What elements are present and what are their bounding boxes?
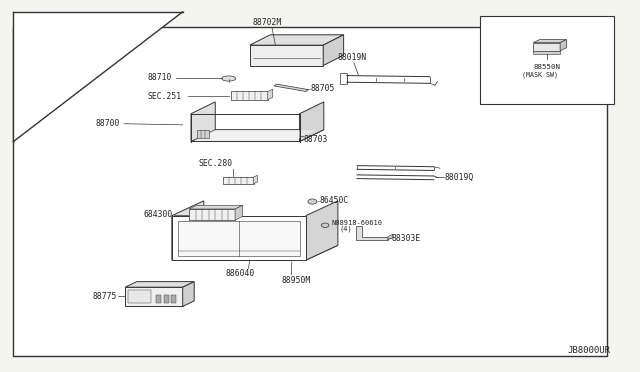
- Polygon shape: [560, 39, 566, 51]
- Polygon shape: [533, 51, 560, 54]
- Bar: [13, 27, 607, 356]
- Polygon shape: [253, 175, 257, 184]
- Text: 88700: 88700: [95, 119, 120, 128]
- Text: 88550N: 88550N: [533, 64, 560, 70]
- Text: (MASK SW): (MASK SW): [522, 71, 558, 78]
- Polygon shape: [274, 84, 308, 92]
- Polygon shape: [300, 102, 324, 141]
- Polygon shape: [356, 226, 388, 240]
- Polygon shape: [182, 282, 194, 307]
- Text: 88703: 88703: [303, 135, 328, 144]
- Polygon shape: [388, 234, 393, 240]
- Polygon shape: [125, 287, 182, 307]
- Text: 88705: 88705: [310, 84, 335, 93]
- Polygon shape: [235, 205, 243, 220]
- Polygon shape: [129, 290, 151, 304]
- Polygon shape: [250, 35, 344, 45]
- Polygon shape: [191, 130, 324, 141]
- Polygon shape: [172, 201, 204, 260]
- Text: 88775: 88775: [93, 292, 117, 301]
- Polygon shape: [197, 131, 209, 138]
- Text: SEC.280: SEC.280: [198, 159, 233, 168]
- Polygon shape: [125, 282, 194, 287]
- Polygon shape: [13, 12, 182, 141]
- Polygon shape: [533, 39, 566, 42]
- Ellipse shape: [221, 76, 236, 81]
- Text: SEC.251: SEC.251: [148, 92, 182, 101]
- Polygon shape: [189, 209, 235, 220]
- Text: 886040: 886040: [225, 269, 255, 278]
- Polygon shape: [533, 42, 560, 51]
- Polygon shape: [178, 221, 300, 256]
- Text: 88710: 88710: [148, 73, 172, 82]
- Circle shape: [308, 199, 317, 204]
- Polygon shape: [172, 245, 338, 260]
- Polygon shape: [194, 130, 316, 140]
- Text: 88702M: 88702M: [253, 18, 282, 28]
- Text: 684300: 684300: [144, 211, 173, 219]
- Polygon shape: [230, 92, 268, 100]
- Text: (4): (4): [340, 225, 353, 232]
- Polygon shape: [268, 89, 273, 100]
- Polygon shape: [172, 295, 176, 304]
- Circle shape: [321, 223, 329, 228]
- Text: 86450C: 86450C: [320, 196, 349, 205]
- Text: JB8000UR: JB8000UR: [568, 346, 611, 355]
- Polygon shape: [172, 216, 306, 260]
- Polygon shape: [189, 205, 243, 209]
- Bar: [479, 16, 614, 105]
- Polygon shape: [156, 295, 161, 304]
- Text: 88950M: 88950M: [282, 276, 311, 285]
- Text: 88019N: 88019N: [337, 53, 367, 62]
- Polygon shape: [250, 45, 323, 65]
- Text: 88019Q: 88019Q: [445, 173, 474, 182]
- Polygon shape: [191, 102, 215, 141]
- Polygon shape: [223, 177, 253, 184]
- Polygon shape: [306, 201, 338, 260]
- Text: N08918-60610: N08918-60610: [332, 220, 383, 226]
- Polygon shape: [323, 35, 344, 65]
- Polygon shape: [164, 295, 169, 304]
- Text: 88303E: 88303E: [392, 234, 420, 243]
